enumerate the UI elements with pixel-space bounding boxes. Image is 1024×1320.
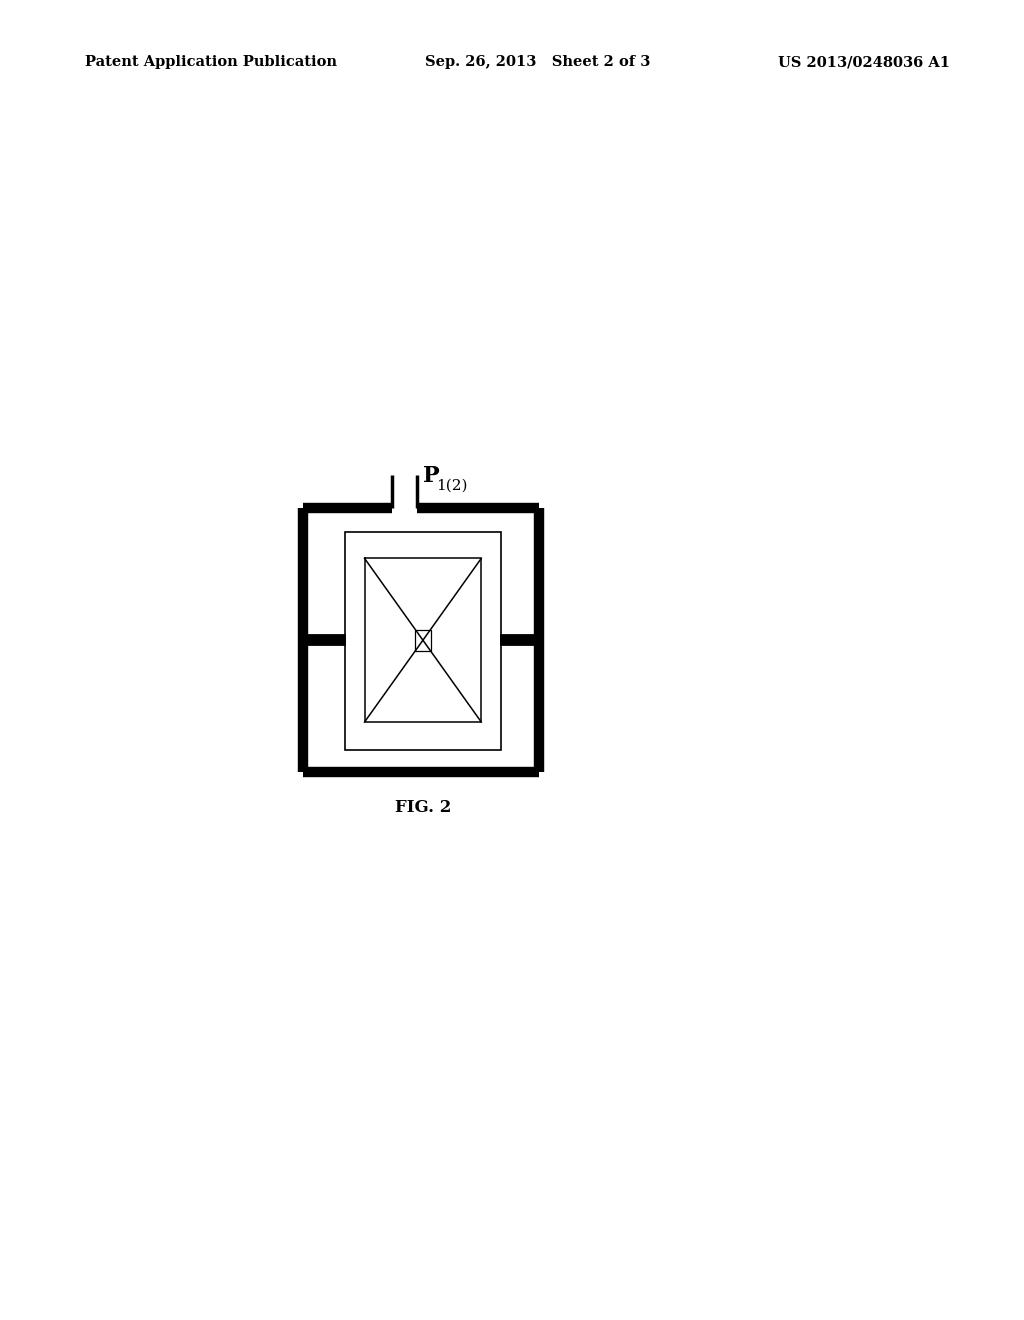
Text: FIG. 2: FIG. 2 bbox=[394, 800, 452, 816]
Bar bbox=[345, 532, 501, 750]
Text: P: P bbox=[423, 465, 439, 487]
Text: Sep. 26, 2013   Sheet 2 of 3: Sep. 26, 2013 Sheet 2 of 3 bbox=[425, 55, 650, 70]
Text: Patent Application Publication: Patent Application Publication bbox=[85, 55, 337, 70]
Text: 1(2): 1(2) bbox=[436, 479, 467, 492]
Bar bbox=[415, 630, 431, 651]
Text: US 2013/0248036 A1: US 2013/0248036 A1 bbox=[778, 55, 950, 70]
